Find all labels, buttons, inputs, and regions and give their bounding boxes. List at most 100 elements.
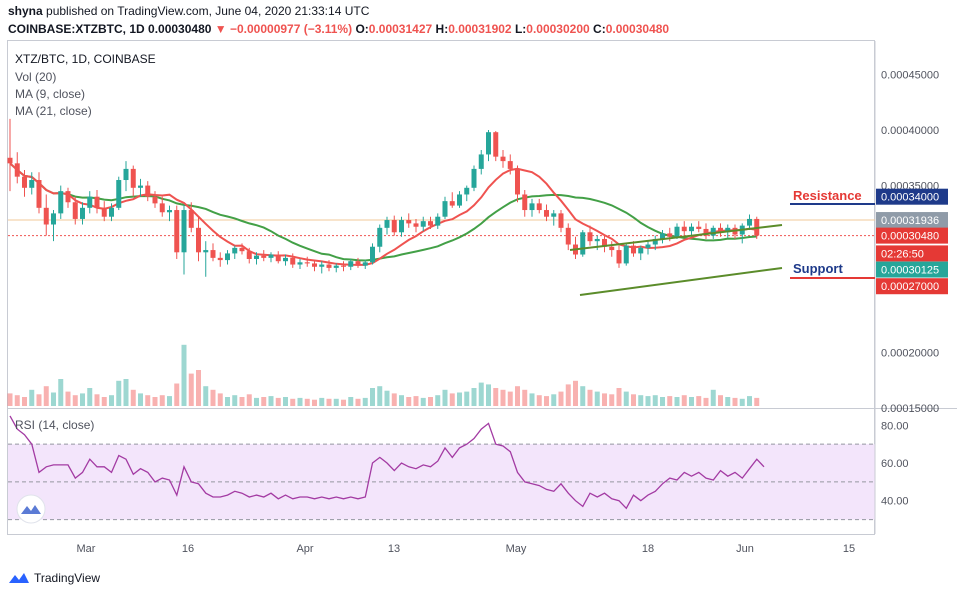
legend-ma21[interactable]: MA (21, close) (15, 104, 92, 118)
candle-body (377, 227, 383, 247)
legend-ma9[interactable]: MA (9, close) (15, 87, 86, 101)
low-label: L: (514, 22, 527, 36)
candle (304, 256, 310, 267)
legend-rsi[interactable]: RSI (14, close) (15, 418, 95, 432)
volume-bar (304, 398, 310, 406)
candle-body (326, 264, 332, 268)
candle-body (261, 255, 267, 258)
candle-body (616, 250, 622, 264)
symbol-label: COINBASE:XTZBTC, 1D (8, 22, 145, 36)
x-tick-label: May (506, 543, 527, 555)
candle (384, 216, 390, 235)
volume-bar (72, 395, 78, 406)
volume-bar (594, 391, 600, 406)
candle-body (145, 185, 151, 197)
candle (188, 202, 194, 233)
price-tick-label: 0.00015000 (881, 403, 939, 415)
candle (14, 152, 20, 184)
volume-bar (529, 393, 535, 406)
chart-title: XTZ/BTC, 1D, COINBASE (15, 52, 156, 66)
volume-bar (268, 396, 274, 406)
candle (217, 252, 223, 267)
volume-bar (602, 393, 607, 406)
legend-volume[interactable]: Vol (20) (15, 70, 57, 84)
volume-bar (210, 389, 216, 406)
candle (239, 243, 245, 255)
high-label: H: (435, 22, 449, 36)
candle-body (558, 213, 564, 228)
volume-bar (660, 397, 665, 406)
candle-body (638, 247, 644, 254)
candle (203, 241, 209, 277)
publish-info: shyna published on TradingView.com, June… (8, 4, 369, 18)
candle-body (210, 250, 216, 258)
candle (43, 194, 49, 236)
candle-body (609, 246, 615, 251)
volume-bar (587, 389, 593, 406)
candle-body (174, 210, 180, 253)
candle (573, 236, 578, 259)
volume-bar (261, 397, 267, 406)
price-badge-label: 02:26:50 (881, 248, 924, 260)
volume-bar (420, 397, 426, 406)
candle (464, 185, 470, 202)
candle-body (544, 210, 549, 217)
candle (652, 235, 658, 251)
price-badge (876, 278, 948, 295)
volume-bar (631, 394, 636, 406)
candle (428, 216, 433, 229)
candle-body (58, 191, 64, 214)
volume-bar (442, 389, 448, 406)
volume-bar (565, 384, 571, 406)
volume-bar (43, 386, 49, 406)
volume-bar (203, 386, 209, 406)
candle-body (254, 255, 259, 259)
volume-bar (159, 395, 165, 406)
x-tick-label: 13 (388, 543, 400, 555)
footer-brand[interactable]: TradingView (8, 571, 100, 585)
price-badge-label: 0.00030125 (881, 265, 939, 277)
candle (602, 234, 607, 253)
volume-bar (348, 397, 354, 406)
candle-body (43, 207, 49, 225)
candle-body (51, 213, 56, 225)
candle-body (123, 168, 129, 181)
candle (565, 223, 571, 251)
candle-body (152, 196, 158, 204)
volume-bar (123, 379, 129, 406)
candle (544, 204, 549, 222)
candle (290, 253, 296, 268)
low-value: 0.00030200 (526, 22, 590, 36)
candle (326, 260, 332, 272)
candle (36, 172, 42, 214)
open-value: 0.00031427 (368, 22, 433, 36)
volume-bar (246, 394, 252, 406)
volume-bar (754, 397, 760, 406)
candle (130, 165, 136, 197)
price-badge (876, 227, 948, 244)
price-tick-label: 0.00020000 (881, 347, 939, 359)
candle (312, 260, 317, 272)
candle-body (420, 221, 426, 227)
volume-bar (239, 397, 245, 406)
candle (420, 216, 426, 232)
candle (355, 257, 361, 268)
candle-body (442, 201, 448, 217)
watermark-logo-mark (21, 505, 41, 514)
volume-bar (341, 399, 346, 406)
candle-body (275, 254, 281, 262)
candle (406, 213, 412, 228)
candle (449, 192, 455, 208)
volume-bar (544, 396, 549, 406)
candle-body (391, 220, 397, 233)
volume-bar (696, 396, 702, 406)
publisher-name: shyna (8, 4, 43, 18)
volume-bar (384, 390, 390, 406)
price-badge (876, 245, 948, 262)
volume-bar (29, 389, 35, 406)
candle (22, 170, 27, 197)
candle (631, 241, 636, 257)
candle (616, 245, 622, 268)
candle (94, 190, 100, 214)
